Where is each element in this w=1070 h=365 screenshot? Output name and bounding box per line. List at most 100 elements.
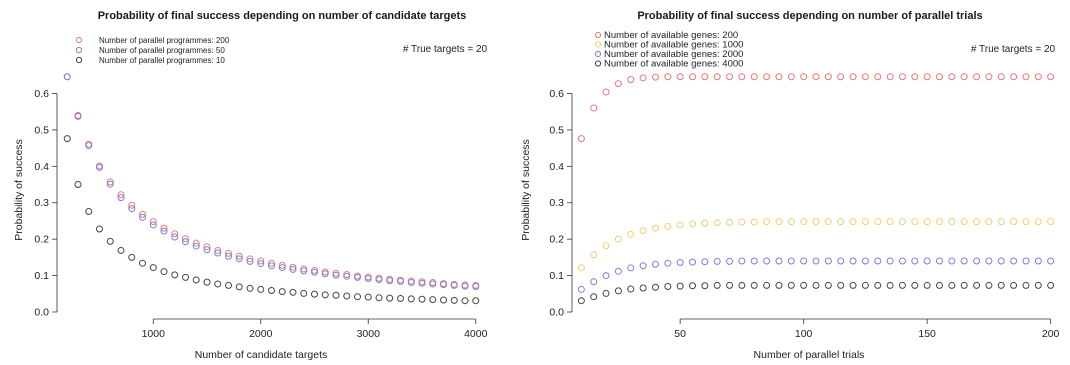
right-point-s1 (1010, 218, 1018, 226)
right-point-s3 (960, 281, 968, 289)
right-point-s3 (1047, 281, 1055, 289)
right-point-s2 (800, 257, 808, 265)
left-data-points (63, 73, 480, 305)
left-point-s2 (354, 293, 361, 301)
left-point-s1 (343, 272, 351, 280)
right-point-s1 (676, 221, 684, 229)
right-point-s1 (763, 218, 771, 226)
right-legend-marker-0 (594, 31, 602, 39)
right-legend-marker-3 (594, 60, 602, 67)
right-point-s0 (787, 73, 795, 81)
left-point-s0 (160, 224, 168, 232)
right-point-s0 (886, 73, 894, 81)
right-point-s2 (787, 257, 795, 265)
right-point-s1 (602, 242, 610, 250)
left-point-s1 (418, 279, 426, 287)
left-point-s1 (225, 252, 232, 260)
right-point-s3 (936, 281, 943, 289)
right-point-s0 (627, 76, 635, 84)
right-point-s3 (824, 281, 832, 289)
right-point-s0 (1022, 73, 1030, 81)
right-point-s2 (886, 257, 894, 265)
right-legend-label-0: Number of available genes: 200 (604, 30, 738, 41)
right-point-s0 (651, 73, 659, 81)
right-point-s1 (701, 219, 709, 227)
right-point-s3 (923, 281, 931, 289)
right-data-points (577, 73, 1055, 305)
left-x-tick-label: 1000 (142, 328, 166, 340)
right-point-s1 (651, 224, 659, 232)
left-point-s0 (300, 265, 308, 273)
left-point-s1 (214, 249, 222, 257)
left-point-s1 (364, 274, 372, 282)
left-point-s1 (139, 213, 146, 221)
right-point-s3 (639, 284, 647, 292)
right-point-s1 (726, 218, 734, 226)
left-point-s2 (472, 297, 480, 305)
right-point-s3 (664, 283, 672, 291)
right-point-s3 (701, 282, 709, 290)
right-point-s3 (812, 281, 820, 289)
right-point-s2 (689, 258, 696, 266)
left-y-tick-label: 0.3 (34, 197, 49, 209)
left-point-s2 (257, 285, 265, 293)
right-point-s2 (713, 257, 721, 265)
left-point-s0 (182, 235, 189, 243)
left-legend-marker-0 (75, 36, 83, 44)
left-point-s1 (407, 279, 415, 287)
right-point-s2 (936, 257, 943, 265)
right-point-s2 (627, 264, 635, 272)
left-x-tick-label: 3000 (357, 328, 381, 340)
right-point-s3 (898, 281, 906, 289)
right-point-s3 (713, 281, 721, 289)
right-point-s0 (726, 73, 734, 81)
left-point-s2 (171, 271, 179, 279)
left-point-s1 (149, 221, 157, 229)
right-point-s3 (800, 281, 808, 289)
left-point-s2 (85, 207, 93, 215)
left-point-s2 (139, 259, 146, 267)
left-legend-label-1: Number of parallel programmes: 50 (99, 46, 225, 55)
left-point-s2 (461, 297, 469, 305)
right-point-s0 (590, 104, 598, 112)
right-x-tick-label: 200 (1042, 328, 1060, 340)
right-point-s1 (923, 218, 931, 226)
right-point-s2 (874, 257, 882, 265)
right-point-s2 (923, 257, 931, 265)
right-point-s3 (763, 281, 771, 289)
left-point-s2 (440, 296, 447, 304)
right-point-s0 (824, 73, 832, 81)
left-point-s0 (246, 255, 254, 263)
left-point-s1 (160, 227, 168, 235)
left-point-s2 (397, 295, 404, 303)
left-point-s2 (149, 264, 157, 272)
left-point-s0 (203, 243, 211, 251)
right-annotation: # True targets = 20 (971, 44, 1056, 55)
left-point-s0 (225, 249, 232, 257)
left-point-s1 (472, 283, 480, 291)
right-point-s2 (849, 257, 857, 265)
right-y-tick-label: 0.2 (549, 234, 564, 246)
left-point-s2 (375, 294, 383, 302)
left-point-s2 (332, 291, 340, 299)
left-point-s1 (182, 238, 189, 246)
left-point-s1 (106, 180, 114, 188)
left-point-s0 (268, 259, 275, 267)
left-point-s2 (74, 181, 82, 189)
left-point-s1 (128, 205, 136, 213)
right-point-s3 (627, 285, 635, 293)
left-y-tick-label: 0.1 (34, 270, 49, 282)
left-point-s2 (225, 281, 232, 289)
left-y-tick-label: 0.2 (34, 234, 49, 246)
right-legend: Number of available genes: 200 Number of… (594, 30, 743, 70)
left-legend-marker-2 (75, 56, 83, 64)
right-point-s1 (738, 218, 746, 226)
left-point-s0 (311, 266, 318, 274)
right-point-s2 (837, 257, 845, 265)
left-point-s1 (117, 194, 125, 202)
left-point-s1 (74, 112, 82, 120)
left-point-s0 (214, 246, 222, 254)
left-point-s2 (418, 295, 426, 303)
right-point-s0 (1047, 73, 1055, 81)
right-point-s1 (1047, 218, 1055, 226)
